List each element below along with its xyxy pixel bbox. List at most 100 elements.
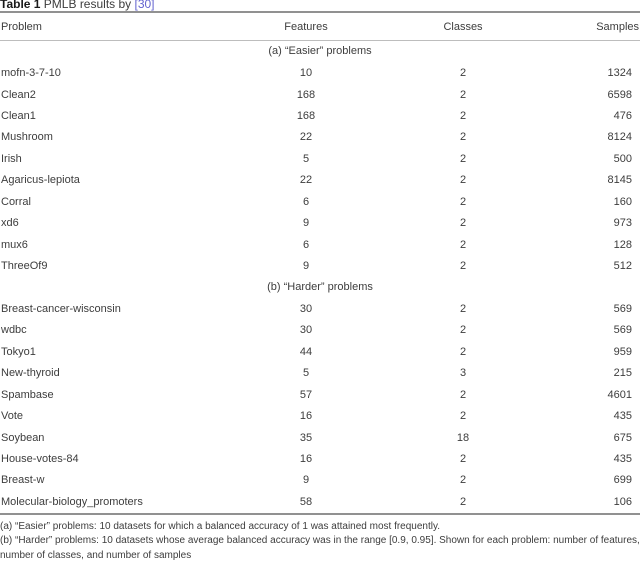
samples-cell: 973 bbox=[613, 217, 632, 230]
table-row: wdbc 30 2 569 bbox=[0, 320, 640, 341]
classes-cell: 2 bbox=[459, 174, 467, 187]
samples-cell: 215 bbox=[613, 367, 632, 380]
features-cell: 30 bbox=[299, 302, 313, 315]
problem-cell: Mushroom bbox=[1, 131, 53, 144]
classes-cell: 2 bbox=[459, 495, 467, 508]
samples-cell: 4601 bbox=[607, 388, 632, 401]
table-row: Clean1 168 2 476 bbox=[0, 105, 640, 126]
problem-cell: Clean1 bbox=[1, 110, 36, 123]
classes-cell: 2 bbox=[459, 67, 467, 80]
table-row: xd6 9 2 973 bbox=[0, 213, 640, 234]
problem-cell: Molecular-biology_promoters bbox=[1, 495, 143, 508]
citation-link[interactable]: [30] bbox=[134, 0, 155, 11]
classes-cell: 2 bbox=[459, 410, 467, 423]
table-caption-text: PMLB results by bbox=[40, 0, 135, 11]
samples-cell: 8124 bbox=[607, 131, 632, 144]
table-row: Irish 5 2 500 bbox=[0, 148, 640, 169]
samples-cell: 106 bbox=[613, 495, 632, 508]
table-row: Tokyo1 44 2 959 bbox=[0, 341, 640, 362]
samples-cell: 8145 bbox=[607, 174, 632, 187]
problem-cell: ThreeOf9 bbox=[1, 260, 48, 273]
table-caption-label: Table 1 bbox=[0, 0, 41, 11]
problem-cell: Agaricus-lepiota bbox=[1, 174, 80, 187]
samples-cell: 512 bbox=[613, 260, 632, 273]
section-header: (b) “Harder” problems bbox=[267, 280, 373, 293]
column-header-classes: Classes bbox=[443, 20, 483, 33]
table-row: Agaricus-lepiota 22 2 8145 bbox=[0, 170, 640, 191]
samples-cell: 500 bbox=[613, 152, 632, 165]
problem-cell: mofn-3-7-10 bbox=[1, 67, 61, 80]
table-row: Vote 16 2 435 bbox=[0, 405, 640, 426]
features-cell: 44 bbox=[299, 345, 313, 358]
problem-cell: Breast-w bbox=[1, 474, 45, 487]
table-header-row: Problem Features Classes Samples bbox=[0, 13, 640, 40]
samples-cell: 6598 bbox=[607, 88, 632, 101]
samples-cell: 435 bbox=[613, 453, 632, 466]
classes-cell: 2 bbox=[459, 131, 467, 144]
table-row: Molecular-biology_promoters 58 2 106 bbox=[0, 491, 640, 512]
problem-cell: mux6 bbox=[1, 238, 28, 251]
bottom-rule bbox=[0, 512, 640, 515]
features-cell: 9 bbox=[302, 260, 310, 273]
samples-cell: 160 bbox=[613, 195, 632, 208]
features-cell: 35 bbox=[299, 431, 313, 444]
samples-cell: 569 bbox=[613, 324, 632, 337]
table-row: Breast-cancer-wisconsin 30 2 569 bbox=[0, 298, 640, 319]
table-footnotes: (a) “Easier” problems: 10 datasets for w… bbox=[0, 515, 640, 563]
classes-cell: 2 bbox=[459, 345, 467, 358]
problem-cell: xd6 bbox=[1, 217, 19, 230]
problem-cell: Soybean bbox=[1, 431, 45, 444]
table-caption: Table 1 PMLB results by [30] bbox=[0, 0, 640, 11]
table-row: mux6 6 2 128 bbox=[0, 234, 640, 255]
table-row: House-votes-84 16 2 435 bbox=[0, 448, 640, 469]
top-rule bbox=[0, 11, 640, 13]
classes-cell: 2 bbox=[459, 195, 467, 208]
table-row: Mushroom 22 2 8124 bbox=[0, 127, 640, 148]
problem-cell: Tokyo1 bbox=[1, 345, 36, 358]
classes-cell: 2 bbox=[459, 217, 467, 230]
features-cell: 6 bbox=[302, 238, 310, 251]
classes-cell: 2 bbox=[459, 388, 467, 401]
samples-cell: 959 bbox=[613, 345, 632, 358]
features-cell: 6 bbox=[302, 195, 310, 208]
problem-cell: New-thyroid bbox=[1, 367, 60, 380]
problem-cell: Vote bbox=[1, 410, 24, 423]
features-cell: 30 bbox=[299, 324, 313, 337]
problem-cell: Corral bbox=[1, 195, 31, 208]
classes-cell: 2 bbox=[459, 88, 467, 101]
table-row: Breast-w 9 2 699 bbox=[0, 470, 640, 491]
table-row: Corral 6 2 160 bbox=[0, 191, 640, 212]
classes-cell: 2 bbox=[459, 474, 467, 487]
features-cell: 168 bbox=[296, 110, 316, 123]
samples-cell: 699 bbox=[613, 474, 632, 487]
footnote-b: (b) “Harder” problems: 10 datasets whose… bbox=[0, 535, 640, 562]
classes-cell: 2 bbox=[459, 302, 467, 315]
samples-cell: 435 bbox=[613, 410, 632, 423]
problem-cell: House-votes-84 bbox=[1, 453, 79, 466]
classes-cell: 2 bbox=[459, 260, 467, 273]
classes-cell: 2 bbox=[459, 324, 467, 337]
features-cell: 57 bbox=[299, 388, 313, 401]
column-header-features: Features bbox=[284, 20, 328, 33]
features-cell: 9 bbox=[302, 217, 310, 230]
problem-cell: Irish bbox=[1, 152, 22, 165]
features-cell: 5 bbox=[302, 367, 310, 380]
table-row: Spambase 57 2 4601 bbox=[0, 384, 640, 405]
features-cell: 58 bbox=[299, 495, 313, 508]
problem-cell: Clean2 bbox=[1, 88, 36, 101]
samples-cell: 476 bbox=[613, 110, 632, 123]
table-row: New-thyroid 5 3 215 bbox=[0, 363, 640, 384]
features-cell: 10 bbox=[299, 67, 313, 80]
table-row: mofn-3-7-10 10 2 1324 bbox=[0, 62, 640, 83]
header-rule bbox=[0, 40, 640, 41]
samples-cell: 569 bbox=[613, 302, 632, 315]
features-cell: 16 bbox=[299, 453, 313, 466]
table-body: (a) “Easier” problems mofn-3-7-10 10 2 1324 C… bbox=[0, 41, 640, 513]
features-cell: 9 bbox=[302, 474, 310, 487]
features-cell: 168 bbox=[296, 88, 316, 101]
column-header-samples: Samples bbox=[596, 20, 639, 33]
problem-cell: Breast-cancer-wisconsin bbox=[1, 302, 121, 315]
classes-cell: 3 bbox=[459, 367, 467, 380]
problem-cell: wdbc bbox=[1, 324, 27, 337]
